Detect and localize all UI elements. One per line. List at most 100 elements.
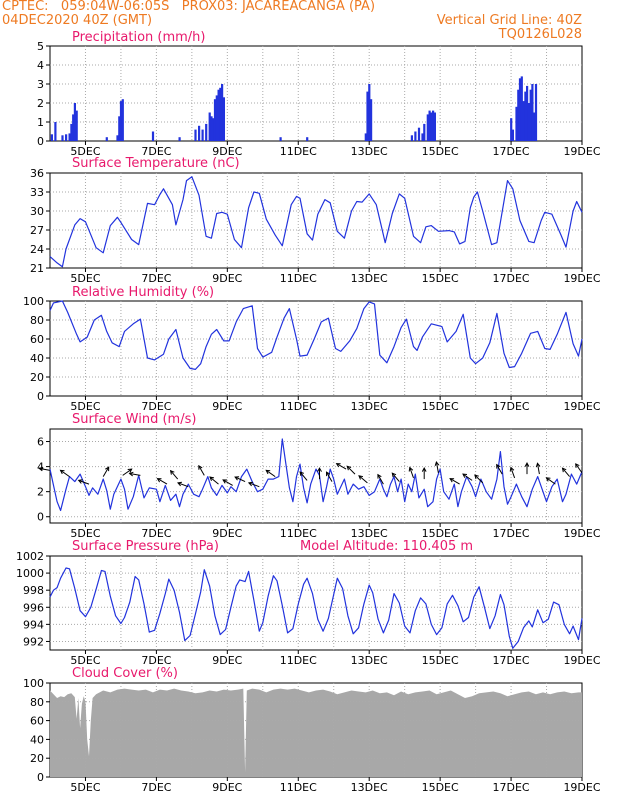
panel6-xtick-label: 19DEC [563, 781, 600, 794]
header-station: CPTEC: 059:04W-06:05S PROX03: JACAREACAN… [2, 0, 376, 14]
panel5-frame [49, 555, 583, 651]
panel1-precip-bar [522, 101, 525, 141]
panel4-wind-arrow-shaft [346, 465, 356, 475]
panel6-ytick-label: 0 [37, 771, 44, 784]
panel1-precip-bar [50, 134, 53, 141]
panel4-wind-arrow-head [317, 467, 322, 472]
panel1-precip-bar [517, 89, 520, 141]
panel5-xtick-label: 9DEC [212, 654, 242, 667]
panel4-wind-arrow-shaft [462, 473, 473, 481]
panel5-ytick-label: 998 [23, 584, 44, 597]
panel4-wind-arrow-head [377, 473, 382, 479]
panel2-ytick-label: 27 [30, 224, 44, 237]
panel1-xtick-label: 9DEC [212, 145, 242, 158]
panel2-ytick-label: 30 [30, 205, 44, 218]
panel4-wind-arrow-shaft [157, 478, 168, 485]
panel1-precip-bar [368, 84, 371, 141]
panel2-series-line [49, 176, 583, 268]
panel1-precip-bar [364, 133, 367, 141]
panel4-wind-arrow-head [177, 481, 182, 487]
panel3-xtick-label: 13DEC [351, 400, 388, 413]
panel4-frame [49, 428, 583, 524]
panel4-wind-arrow-head [421, 467, 427, 472]
panel1-xtick-label: 11DEC [280, 145, 317, 158]
panel1-precip-bar [417, 127, 421, 141]
panel1-xtick-label: 7DEC [141, 145, 171, 158]
panel4-wind-arrow-shaft [129, 473, 141, 476]
panel1-ytick-label: 4 [37, 59, 44, 72]
panel4-xtick-label: 19DEC [563, 527, 600, 540]
panel6-cloud-area [50, 688, 582, 777]
panel4-wind-arrow-head [474, 474, 479, 480]
panel3-xtick-label: 5DEC [70, 400, 100, 413]
panel5-annotation: Model Altitude: 110.405 m [300, 539, 473, 554]
panel1-precip-bar [370, 99, 373, 141]
panel6-xtick-label: 11DEC [280, 781, 317, 794]
panel1-precip-bar [515, 106, 518, 141]
panel5-xtick-label: 17DEC [493, 654, 530, 667]
panel6-xtick-label: 13DEC [351, 781, 388, 794]
panel4-wind-arrow-head [127, 468, 133, 473]
panel4-wind-arrow-head [545, 477, 551, 482]
panel4-wind-arrow-shaft [299, 471, 308, 481]
header-run-time: 04DEC2020 40Z (GMT) [2, 13, 153, 28]
panel4-wind-arrow-head [169, 469, 175, 475]
panel4-wind-arrow-head [575, 463, 580, 468]
panel4-wind-arrow-head [222, 479, 228, 484]
panel4-wind-arrow-head [434, 460, 440, 466]
panel1-precip-bar [421, 133, 424, 141]
panel1-precip-bar [61, 135, 64, 141]
panel1-precip-bar [524, 91, 527, 141]
panel3-title: Relative Humidity (%) [72, 285, 214, 300]
panel1-ytick-label: 0 [37, 135, 44, 148]
panel1-precip-bar [432, 110, 435, 141]
header-vertical-grid: Vertical Grid Line: 40Z [436, 13, 582, 28]
panel4-wind-arrow-shaft [102, 466, 110, 477]
panel1-xtick-label: 15DEC [422, 145, 459, 158]
panel6-xtick-label: 17DEC [493, 781, 530, 794]
panel1-precip-bar [430, 112, 433, 141]
panel4-wind-arrow-head [449, 478, 455, 483]
panel4-wind-arrow-shaft [248, 482, 260, 488]
panel1-precip-bar [533, 112, 536, 141]
panel2-ytick-label: 21 [30, 262, 44, 275]
panel4-wind-arrow-head [209, 476, 215, 481]
panel5-ytick-label: 996 [23, 601, 44, 614]
panel6-title: Cloud Cover (%) [72, 666, 178, 681]
panel2-xtick-label: 15DEC [422, 272, 459, 285]
panel1-precip-bar [213, 99, 217, 141]
panel1-precip-bar [222, 97, 225, 141]
panel2-xtick-label: 5DEC [70, 272, 100, 285]
panel1-precip-bar [75, 110, 78, 141]
panel4-wind-arrow-shaft [177, 482, 189, 488]
panel2-xtick-label: 17DEC [493, 272, 530, 285]
panel4-wind-arrow-shaft [209, 476, 219, 485]
panel4-wind-arrow-head [346, 465, 352, 471]
panel1-frame [49, 45, 583, 142]
panel3-xtick-label: 17DEC [493, 400, 530, 413]
panel4-wind-arrow-head [265, 469, 271, 475]
panel1-precip-bar [510, 118, 513, 141]
panel1-precip-bar [414, 131, 417, 141]
panel4-wind-arrow-shaft [575, 463, 583, 474]
panel4-wind-arrow-head [496, 463, 501, 469]
panel1-xtick-label: 13DEC [351, 145, 388, 158]
panel1-precip-bar [151, 131, 155, 141]
panel1-precip-bar [178, 137, 181, 141]
panel1-xtick-label: 17DEC [493, 145, 530, 158]
panel4-wind-arrow-shaft [510, 467, 516, 479]
panel1-ytick-label: 2 [37, 97, 44, 110]
panel4-wind-arrow-shaft [170, 470, 179, 480]
panel1-precip-bar [121, 99, 124, 141]
panel4-wind-arrow-head [59, 469, 65, 475]
panel4-wind-arrow-shaft [474, 474, 484, 484]
panel6-ytick-label: 40 [30, 733, 44, 746]
panel1-precip-bar [426, 114, 429, 141]
panel5-ytick-label: 994 [23, 618, 44, 631]
panel1-precip-bar [306, 137, 309, 141]
panel3-xtick-label: 19DEC [563, 400, 600, 413]
panel1-precip-bar [219, 87, 222, 141]
panel1-precip-bar [410, 135, 413, 141]
panel6-xtick-label: 9DEC [212, 781, 242, 794]
panel1-precip-bar [105, 137, 108, 141]
